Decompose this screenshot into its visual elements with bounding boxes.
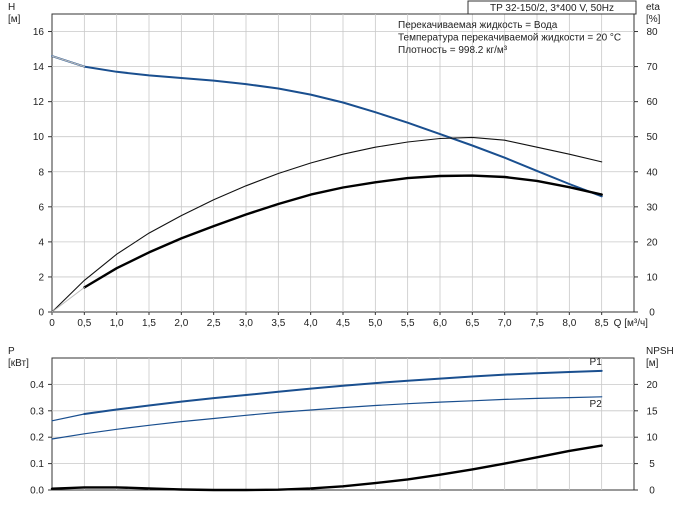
series-line-0-3 — [83, 174, 603, 289]
y-left-tick-label: 14 — [33, 62, 45, 73]
y-right-tick-label: 15 — [646, 406, 658, 417]
x-tick-label: 1,5 — [142, 318, 156, 329]
y-left-tick-label: 0.1 — [30, 459, 44, 470]
x-tick-label: 0,5 — [77, 318, 91, 329]
x-tick-label: 6,0 — [433, 318, 447, 329]
series-line-1-3 — [50, 444, 603, 492]
y-left-tick-label: 16 — [33, 27, 45, 38]
y-left-tick-label: 0.3 — [30, 406, 44, 417]
y-left-tick-label: 4 — [38, 237, 44, 248]
y-right-tick-label: 40 — [646, 167, 658, 178]
info-line: Температура перекачиваемой жидкости = 20… — [398, 33, 621, 44]
x-tick-label: 2,0 — [174, 318, 188, 329]
y-right-unit: [м] — [646, 358, 659, 369]
series-label-p2: P2 — [590, 399, 603, 410]
y-left-tick-label: 8 — [38, 167, 44, 178]
x-tick-label: 5,5 — [401, 318, 415, 329]
x-tick-label: 7,5 — [530, 318, 544, 329]
x-tick-label: 1,0 — [110, 318, 124, 329]
x-tick-label: 6,5 — [465, 318, 479, 329]
y-left-tick-label: 0.0 — [30, 486, 44, 497]
x-tick-label: 5,0 — [368, 318, 382, 329]
series-line-1-1 — [51, 413, 85, 422]
y-left-label: H — [8, 2, 15, 13]
info-line: Перекачиваемая жидкость = Вода — [398, 20, 558, 31]
y-left-label: P — [8, 346, 15, 357]
y-left-tick-label: 0 — [38, 308, 44, 319]
x-tick-label: 2,5 — [207, 318, 221, 329]
y-right-tick-label: 30 — [646, 202, 658, 213]
y-left-tick-label: 2 — [38, 272, 44, 283]
header-box — [467, 0, 637, 15]
y-right-label: NPSH — [646, 346, 674, 357]
y-right-unit: [%] — [646, 14, 661, 25]
y-left-unit: [кВт] — [8, 358, 29, 369]
x-tick-label: 8,5 — [595, 318, 609, 329]
y-right-tick-label: 20 — [646, 380, 658, 391]
header-box-text: TP 32-150/2, 3*400 V, 50Hz — [490, 3, 614, 14]
y-right-tick-label: 10 — [646, 433, 658, 444]
x-tick-label: 4,0 — [304, 318, 318, 329]
series-line-0-1 — [51, 55, 85, 68]
y-left-tick-label: 6 — [38, 202, 44, 213]
x-axis-label: Q [м³/ч] — [614, 318, 649, 329]
y-right-tick-label: 0 — [649, 486, 655, 497]
y-right-tick-label: 60 — [646, 97, 658, 108]
y-left-tick-label: 0.4 — [30, 380, 44, 391]
y-left-tick-label: 10 — [33, 132, 45, 143]
x-tick-label: 7,0 — [498, 318, 512, 329]
x-tick-label: 3,5 — [271, 318, 285, 329]
series-line-0-0 — [51, 55, 603, 198]
y-right-tick-label: 0 — [649, 308, 655, 319]
x-tick-label: 8,0 — [562, 318, 576, 329]
series-line-0-2 — [51, 136, 603, 313]
y-left-unit: [м] — [8, 14, 21, 25]
series-label-p1: P1 — [590, 357, 603, 368]
x-tick-label: 0 — [49, 318, 55, 329]
series-line-p1 — [83, 369, 603, 415]
y-right-tick-label: 10 — [646, 272, 658, 283]
y-right-tick-label: 80 — [646, 27, 658, 38]
y-right-tick-label: 50 — [646, 132, 658, 143]
y-left-tick-label: 0.2 — [30, 433, 44, 444]
series-line-0-4 — [51, 287, 85, 313]
series-line-p2 — [51, 396, 603, 440]
y-right-tick-label: 5 — [649, 459, 655, 470]
info-line: Плотность = 998.2 кг/м³ — [398, 45, 508, 56]
y-right-tick-label: 20 — [646, 237, 658, 248]
y-right-label: eta — [646, 2, 660, 13]
x-tick-label: 4,5 — [336, 318, 350, 329]
x-tick-label: 3,0 — [239, 318, 253, 329]
y-right-tick-label: 70 — [646, 62, 658, 73]
y-left-tick-label: 12 — [33, 97, 45, 108]
